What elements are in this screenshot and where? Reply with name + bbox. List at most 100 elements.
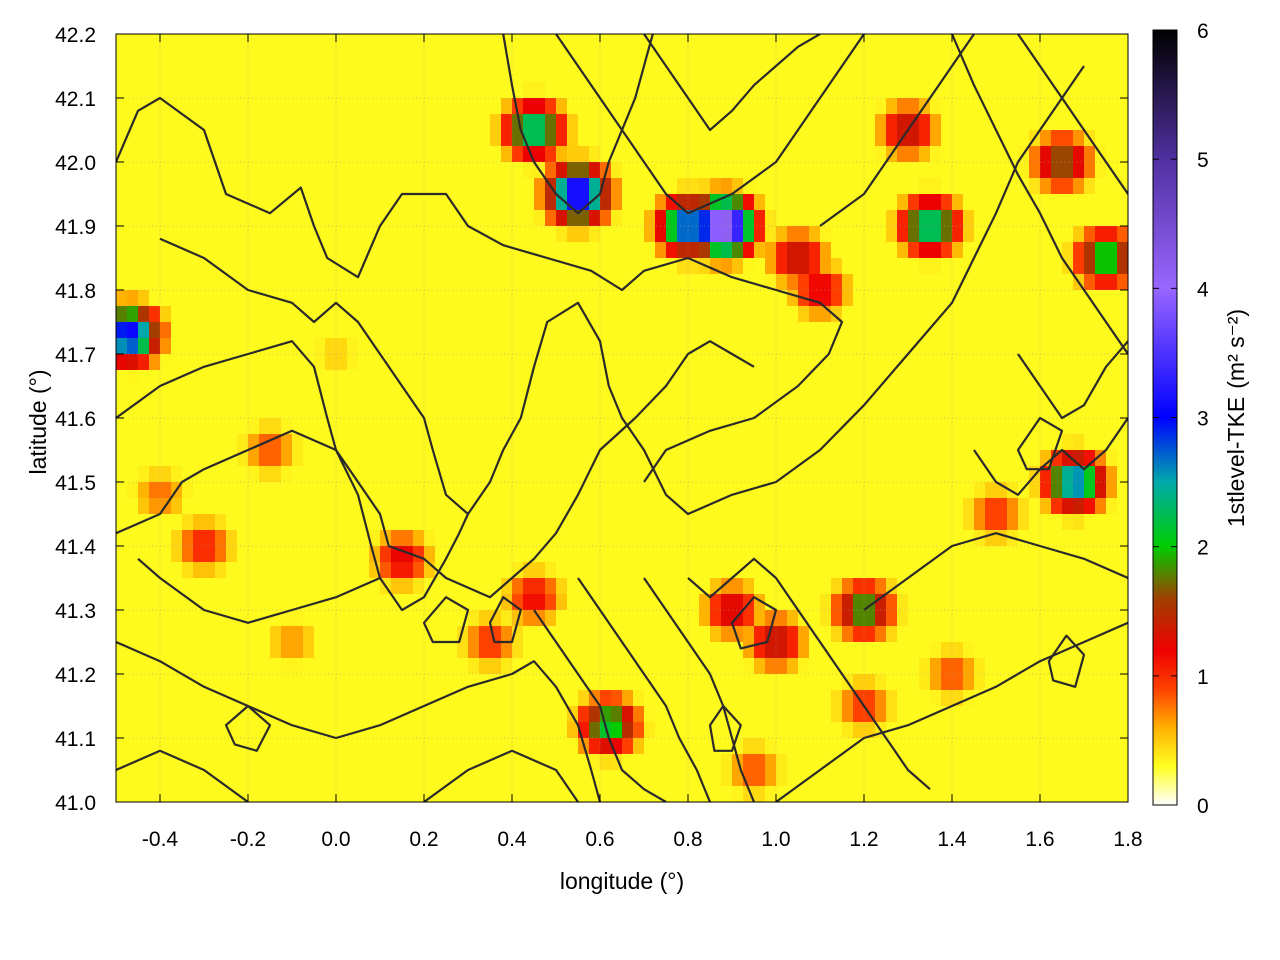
- contour-line: [116, 429, 382, 624]
- heatmap-cell: [303, 162, 315, 179]
- heatmap-cell: [710, 114, 722, 131]
- heatmap-cell: [446, 690, 458, 707]
- heatmap-cell: [732, 306, 744, 323]
- heatmap-cell: [215, 546, 227, 563]
- heatmap-cell: [1007, 98, 1019, 115]
- heatmap-cell: [149, 34, 161, 51]
- heatmap-cell: [270, 418, 282, 435]
- heatmap-cell: [688, 770, 700, 787]
- heatmap-cell: [413, 722, 425, 739]
- heatmap-cell: [1062, 658, 1074, 675]
- heatmap-cell: [589, 66, 601, 83]
- heatmap-cell: [1106, 274, 1118, 291]
- heatmap-cell: [655, 130, 667, 147]
- heatmap-cell: [237, 258, 249, 275]
- heatmap-cell: [193, 386, 205, 403]
- heatmap-cell: [1018, 722, 1030, 739]
- heatmap-cell: [996, 594, 1008, 611]
- heatmap-cell: [358, 130, 370, 147]
- heatmap-cell: [985, 530, 997, 547]
- heatmap-cell: [226, 306, 238, 323]
- heatmap-cell: [127, 34, 139, 51]
- heatmap-cell: [556, 178, 568, 195]
- heatmap-cell: [446, 242, 458, 259]
- heatmap-cell: [677, 50, 689, 67]
- heatmap-cell: [358, 66, 370, 83]
- heatmap-cell: [600, 306, 612, 323]
- heatmap-cell: [479, 594, 491, 611]
- heatmap-cell: [116, 546, 128, 563]
- heatmap-cell: [149, 322, 161, 339]
- heatmap-cell: [512, 594, 524, 611]
- heatmap-cell: [215, 290, 227, 307]
- heatmap-cell: [1007, 146, 1019, 163]
- heatmap-cell: [798, 274, 810, 291]
- heatmap-cell: [479, 306, 491, 323]
- heatmap-cell: [556, 258, 568, 275]
- heatmap-cell: [457, 82, 469, 99]
- heatmap-cell: [303, 770, 315, 787]
- heatmap-cell: [1084, 642, 1096, 659]
- heatmap-cell: [534, 514, 546, 531]
- heatmap-cell: [347, 226, 359, 243]
- heatmap-cell: [534, 354, 546, 371]
- heatmap-cell: [413, 786, 425, 802]
- heatmap-cell: [699, 674, 711, 691]
- heatmap-cell: [963, 98, 975, 115]
- heatmap-cell: [919, 34, 931, 51]
- heatmap-cell: [215, 178, 227, 195]
- heatmap-cell: [138, 34, 150, 51]
- heatmap-cell: [369, 146, 381, 163]
- heatmap-cell: [171, 610, 183, 627]
- heatmap-cell: [644, 626, 656, 643]
- heatmap-cell: [413, 610, 425, 627]
- heatmap-cell: [1106, 306, 1118, 323]
- heatmap-cell: [941, 658, 953, 675]
- heatmap-cell: [380, 562, 392, 579]
- heatmap-cell: [204, 226, 216, 243]
- heatmap-cell: [930, 50, 942, 67]
- heatmap-cell: [974, 50, 986, 67]
- heatmap-cell: [413, 706, 425, 723]
- heatmap-cell: [501, 370, 513, 387]
- heatmap-cell: [1073, 338, 1085, 355]
- heatmap-cell: [160, 386, 172, 403]
- heatmap-cell: [1007, 274, 1019, 291]
- heatmap-cell: [259, 194, 271, 211]
- heatmap-cell: [589, 642, 601, 659]
- heatmap-cell: [732, 450, 744, 467]
- heatmap-cell: [292, 210, 304, 227]
- heatmap-cell: [1084, 626, 1096, 643]
- heatmap-cell: [974, 546, 986, 563]
- heatmap-cell: [380, 146, 392, 163]
- heatmap-cell: [864, 354, 876, 371]
- heatmap-cell: [567, 146, 579, 163]
- heatmap-cell: [963, 562, 975, 579]
- heatmap-cell: [1040, 786, 1052, 802]
- heatmap-cell: [325, 514, 337, 531]
- heatmap-cell: [512, 258, 524, 275]
- heatmap-cell: [512, 578, 524, 595]
- heatmap-cell: [523, 194, 535, 211]
- heatmap-cell: [897, 770, 909, 787]
- heatmap-cell: [732, 338, 744, 355]
- heatmap-cell: [776, 418, 788, 435]
- heatmap-cell: [259, 226, 271, 243]
- heatmap-cell: [468, 562, 480, 579]
- heatmap-cell: [1095, 162, 1107, 179]
- heatmap-cell: [699, 434, 711, 451]
- heatmap-cell: [633, 114, 645, 131]
- heatmap-cell: [435, 34, 447, 51]
- heatmap-cell: [336, 162, 348, 179]
- heatmap-cell: [1018, 402, 1030, 419]
- heatmap-cell: [523, 514, 535, 531]
- heatmap-cell: [567, 530, 579, 547]
- heatmap-cell: [402, 498, 414, 515]
- heatmap-cell: [534, 546, 546, 563]
- heatmap-cell: [831, 210, 843, 227]
- heatmap-cell: [699, 722, 711, 739]
- heatmap-cell: [259, 594, 271, 611]
- heatmap-cell: [765, 242, 777, 259]
- heatmap-cell: [259, 146, 271, 163]
- heatmap-cell: [1051, 450, 1063, 467]
